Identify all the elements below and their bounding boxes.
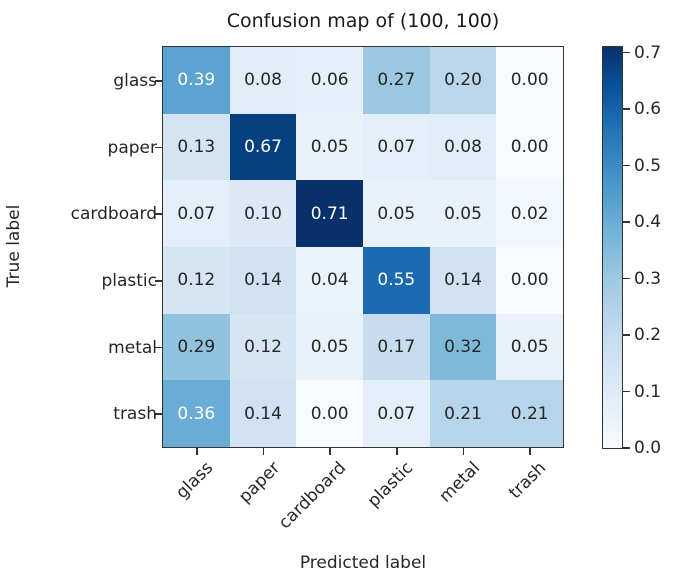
colorbar-tick-label: 0.7 [634, 42, 662, 63]
heatmap-cell: 0.05 [296, 113, 363, 181]
x-tick-label: metal [434, 458, 484, 507]
y-tick-label: glass [113, 70, 157, 91]
x-tick-mark [462, 448, 465, 455]
heatmap-cell: 0.12 [229, 313, 297, 381]
heatmap-plot-area: 0.39 0.08 0.06 0.27 0.20 0.00 0.13 0.67 0.05 0.07… [162, 46, 564, 448]
heatmap-cell: 0.67 [229, 113, 297, 181]
x-tick-label: cardboard [275, 458, 351, 534]
y-axis-label-text: True label [4, 204, 24, 288]
colorbar-tick-label: 0.6 [634, 99, 662, 120]
heatmap-cell: 0.00 [496, 246, 563, 314]
y-tick-label: metal [108, 337, 157, 358]
x-tick-label: glass [171, 458, 217, 504]
chart-title: Confusion map of (100, 100) [226, 10, 500, 32]
colorbar-tick-label: 0.2 [634, 325, 662, 346]
colorbar [602, 46, 623, 449]
heatmap-cell: 0.00 [296, 380, 363, 447]
heatmap-cell: 0.05 [496, 313, 563, 381]
heatmap-cell: 0.13 [163, 113, 230, 181]
y-tick-mark [155, 146, 162, 149]
heatmap-cell: 0.08 [429, 113, 497, 181]
colorbar-tick-mark [623, 164, 630, 167]
x-tick-label: paper [234, 458, 284, 508]
colorbar-tick-label: 0.3 [634, 268, 662, 289]
colorbar-tick-mark [623, 51, 630, 54]
y-tick-label: plastic [101, 270, 157, 291]
y-tick-label: trash [113, 404, 157, 425]
heatmap-cell: 0.07 [362, 113, 430, 181]
colorbar-tick-mark [623, 221, 630, 223]
heatmap-cell: 0.08 [229, 47, 297, 114]
heatmap-cell: 0.05 [362, 180, 430, 247]
colorbar-tick-label: 0.1 [634, 381, 662, 402]
y-tick-label: cardboard [70, 204, 157, 225]
heatmap-cell: 0.55 [362, 246, 430, 314]
heatmap-cell: 0.29 [163, 313, 230, 381]
heatmap-cell: 0.02 [496, 180, 563, 247]
heatmap-cell: 0.17 [362, 313, 430, 381]
x-tick-mark [529, 448, 531, 455]
y-tick-mark [155, 346, 162, 349]
heatmap-cell: 0.14 [229, 380, 297, 447]
heatmap-cell: 0.10 [229, 180, 297, 247]
colorbar-tick-mark [623, 108, 630, 110]
colorbar-tick-mark [623, 277, 630, 280]
y-tick-mark [155, 413, 162, 415]
y-axis-label: True label [4, 205, 24, 288]
heatmap-cell: 0.27 [362, 47, 430, 114]
heatmap-cell: 0.32 [429, 313, 497, 381]
heatmap-cell: 0.07 [362, 380, 430, 447]
heatmap-cell: 0.71 [296, 180, 363, 247]
heatmap-cell: 0.05 [429, 180, 497, 247]
heatmap-cell: 0.21 [429, 380, 497, 447]
heatmap-cell: 0.14 [229, 246, 297, 314]
heatmap-cell: 0.05 [296, 313, 363, 381]
heatmap-cell: 0.21 [496, 380, 563, 447]
heatmap-cell: 0.39 [163, 47, 230, 114]
x-axis-label: Predicted label [299, 553, 427, 573]
colorbar-tick-label: 0.4 [634, 212, 662, 233]
heatmap-cell: 0.14 [429, 246, 497, 314]
colorbar-tick-mark [623, 390, 630, 393]
x-tick-mark [396, 448, 398, 455]
heatmap-cell: 0.07 [163, 180, 230, 247]
x-tick-mark [329, 448, 331, 455]
y-tick-mark [155, 80, 162, 82]
heatmap-cell: 0.00 [496, 113, 563, 181]
x-tick-label: plastic [363, 458, 417, 512]
colorbar-tick-mark [623, 447, 630, 449]
x-tick-label: trash [505, 458, 551, 504]
colorbar-tick-label: 0.5 [634, 155, 662, 176]
y-tick-mark [155, 213, 162, 215]
heatmap-cell: 0.36 [163, 380, 230, 447]
x-tick-mark [262, 448, 265, 455]
colorbar-tick-label: 0.0 [634, 438, 662, 458]
heatmap-cell: 0.20 [429, 47, 497, 114]
y-tick-mark [155, 280, 162, 282]
colorbar-tick-mark [623, 334, 630, 336]
heatmap-cell: 0.00 [496, 47, 563, 114]
y-tick-label: paper [107, 137, 157, 158]
heatmap-cell: 0.04 [296, 246, 363, 314]
x-tick-mark [196, 448, 198, 455]
heatmap-cell: 0.06 [296, 47, 363, 114]
heatmap-cell: 0.12 [163, 246, 230, 314]
